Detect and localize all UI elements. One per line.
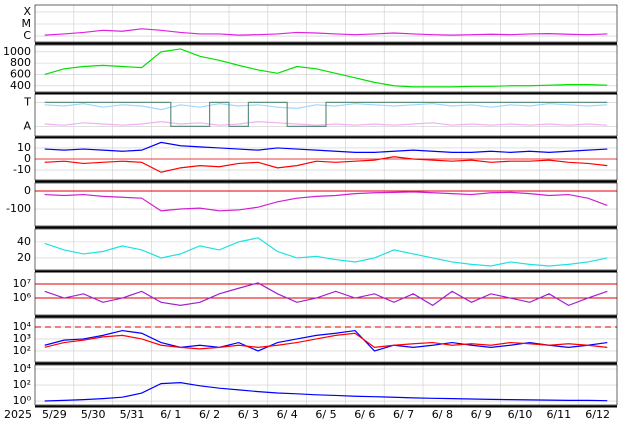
x-tick-label: 6/ 1 xyxy=(160,408,181,421)
series-line xyxy=(44,332,608,350)
x-year-label: 2025 xyxy=(4,408,32,421)
y-tick-label: 40 xyxy=(17,235,31,248)
y-tick-label: -100 xyxy=(6,202,31,215)
x-tick-label: 6/ 2 xyxy=(199,408,220,421)
panel-frame xyxy=(34,317,618,363)
y-tick-label: 0 xyxy=(24,152,31,165)
x-tick-label: 5/30 xyxy=(81,408,106,421)
series-line xyxy=(44,237,608,267)
x-tick-label: 6/12 xyxy=(585,408,610,421)
y-tick-label: 10⁰ xyxy=(13,394,32,407)
series-line xyxy=(44,382,608,402)
y-tick-label: A xyxy=(23,119,31,132)
y-tick-label: 10³ xyxy=(13,332,31,345)
y-tick-label: M xyxy=(22,17,32,30)
y-tick-label: C xyxy=(23,29,31,42)
x-tick-label: 5/31 xyxy=(120,408,145,421)
series-line xyxy=(44,329,608,352)
y-tick-label: 20 xyxy=(17,251,31,264)
x-tick-label: 6/ 8 xyxy=(432,408,453,421)
y-tick-label: 10² xyxy=(13,378,31,391)
series-line xyxy=(44,156,608,173)
panel-frame xyxy=(34,4,618,43)
y-tick-label: -10 xyxy=(13,163,31,176)
panel-frame xyxy=(34,364,618,406)
panel-frame xyxy=(34,182,618,227)
x-tick-label: 6/ 6 xyxy=(354,408,375,421)
y-tick-label: 10² xyxy=(13,344,31,357)
y-tick-label: X xyxy=(23,5,31,18)
series-line xyxy=(44,141,608,153)
y-tick-label: 1000 xyxy=(3,45,31,58)
x-tick-label: 6/ 7 xyxy=(393,408,414,421)
x-tick-label: 6/ 4 xyxy=(277,408,298,421)
y-tick-label: T xyxy=(23,95,31,108)
y-tick-label: 10⁷ xyxy=(13,277,31,290)
panel-frame xyxy=(34,271,618,316)
y-tick-label: 0 xyxy=(24,184,31,197)
panel-frame xyxy=(34,44,618,93)
series-line xyxy=(44,191,608,212)
x-tick-label: 6/ 3 xyxy=(238,408,259,421)
y-tick-label: 400 xyxy=(10,79,31,92)
y-tick-label: 10⁴ xyxy=(13,320,32,333)
x-tick-label: 6/10 xyxy=(508,408,533,421)
panel-frame xyxy=(34,93,618,137)
x-tick-label: 6/ 9 xyxy=(471,408,492,421)
y-tick-label: 800 xyxy=(10,56,31,69)
series-line xyxy=(44,48,608,88)
panel-frame xyxy=(34,228,618,271)
x-tick-label: 5/29 xyxy=(42,408,67,421)
y-tick-label: 10⁴ xyxy=(13,362,32,375)
panel-frame xyxy=(34,137,618,181)
x-tick-label: 6/11 xyxy=(546,408,571,421)
x-tick-label: 6/ 5 xyxy=(315,408,336,421)
y-tick-label: 10⁶ xyxy=(13,291,32,304)
series-line xyxy=(44,101,608,127)
series-line xyxy=(44,28,608,36)
y-tick-label: 600 xyxy=(10,67,31,80)
y-tick-label: 10 xyxy=(17,141,31,154)
series-line xyxy=(44,282,608,307)
